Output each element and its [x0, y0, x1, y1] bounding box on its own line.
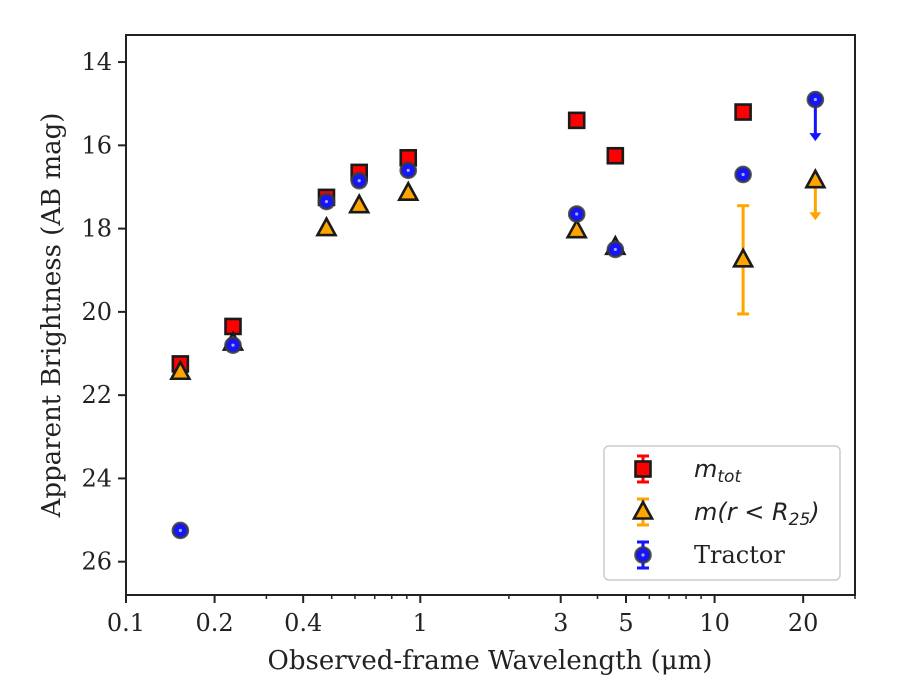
- legend-marker-circle-center: [641, 553, 645, 557]
- data-point-circle-center: [613, 247, 617, 252]
- x-tick-label: 20: [788, 609, 819, 637]
- data-point-square: [567, 111, 586, 130]
- data-point-circle: [350, 171, 368, 190]
- plot-frame: [125, 34, 856, 596]
- data-point-triangle: [397, 180, 420, 202]
- data-point-circle-center: [575, 212, 579, 216]
- data-point-circle: [806, 90, 825, 109]
- legend-entry: m(r < R25): [631, 497, 820, 530]
- data-point-circle: [317, 192, 336, 211]
- data-marks: [169, 90, 827, 540]
- y-tick-label: 16: [81, 131, 112, 159]
- legend-box: [603, 445, 841, 581]
- x-tick-label: 0.2: [196, 609, 234, 637]
- x-tick-label: 0.4: [284, 609, 322, 637]
- x-tick-label: 5: [618, 609, 633, 637]
- legend-marker-square: [634, 460, 652, 478]
- x-tick-label: 0.1: [107, 609, 145, 637]
- x-tick-label: 1: [413, 609, 428, 637]
- x-tick-label: 10: [699, 609, 730, 637]
- data-point-triangle: [348, 192, 371, 214]
- legend-entry: mtot: [634, 454, 742, 487]
- legend-marker-triangle: [631, 499, 655, 520]
- legend-label: mtot: [694, 455, 742, 487]
- y-tick-label: 14: [81, 48, 112, 76]
- data-point-circle-center: [813, 97, 817, 102]
- data-point-circle: [399, 161, 418, 180]
- data-point-triangle: [804, 168, 827, 189]
- x-tick-label: 3: [553, 609, 568, 637]
- y-axis-label: Apparent Brightness (AB mag): [37, 113, 67, 519]
- axes: 0.1 0.2 0.4 1 3 5 10 20 14 16 18 20 22 24 26: [81, 48, 856, 637]
- data-point-circle-center: [741, 172, 745, 177]
- data-point-square: [606, 146, 625, 165]
- data-point-square: [734, 103, 752, 121]
- data-point-circle-center: [178, 528, 182, 533]
- y-tick-label: 26: [81, 548, 112, 576]
- data-point-triangle: [565, 217, 588, 239]
- data-point-circle: [567, 205, 586, 223]
- legend-label: m(r < R25): [694, 498, 820, 530]
- y-tick-label: 24: [81, 464, 112, 492]
- data-point-triangle: [169, 359, 192, 381]
- legend-entry: Tractor: [634, 540, 785, 570]
- data-point-circle: [734, 165, 752, 184]
- data-point-circle-center: [324, 199, 329, 204]
- x-axis-label: Observed-frame Wavelength (μm): [268, 646, 713, 676]
- data-point-triangle: [315, 215, 338, 237]
- upper-limit-arrow-head: [809, 212, 822, 221]
- data-point-triangle: [731, 247, 755, 268]
- y-tick-label: 18: [81, 215, 112, 243]
- y-tick-label: 20: [81, 298, 112, 326]
- legend-marker-circle: [634, 546, 652, 564]
- legend-label: Tractor: [694, 541, 785, 569]
- data-point-circle-center: [231, 343, 235, 347]
- y-tick-label: 22: [81, 381, 112, 409]
- data-point-circle: [171, 521, 190, 540]
- legend: mtot m(r < R25) Tractor: [603, 445, 841, 581]
- upper-limit-arrow-head: [809, 133, 822, 142]
- data-point-circle: [606, 240, 625, 259]
- data-point-circle-center: [357, 179, 361, 183]
- data-point-circle: [224, 336, 242, 354]
- data-point-circle-center: [406, 168, 410, 172]
